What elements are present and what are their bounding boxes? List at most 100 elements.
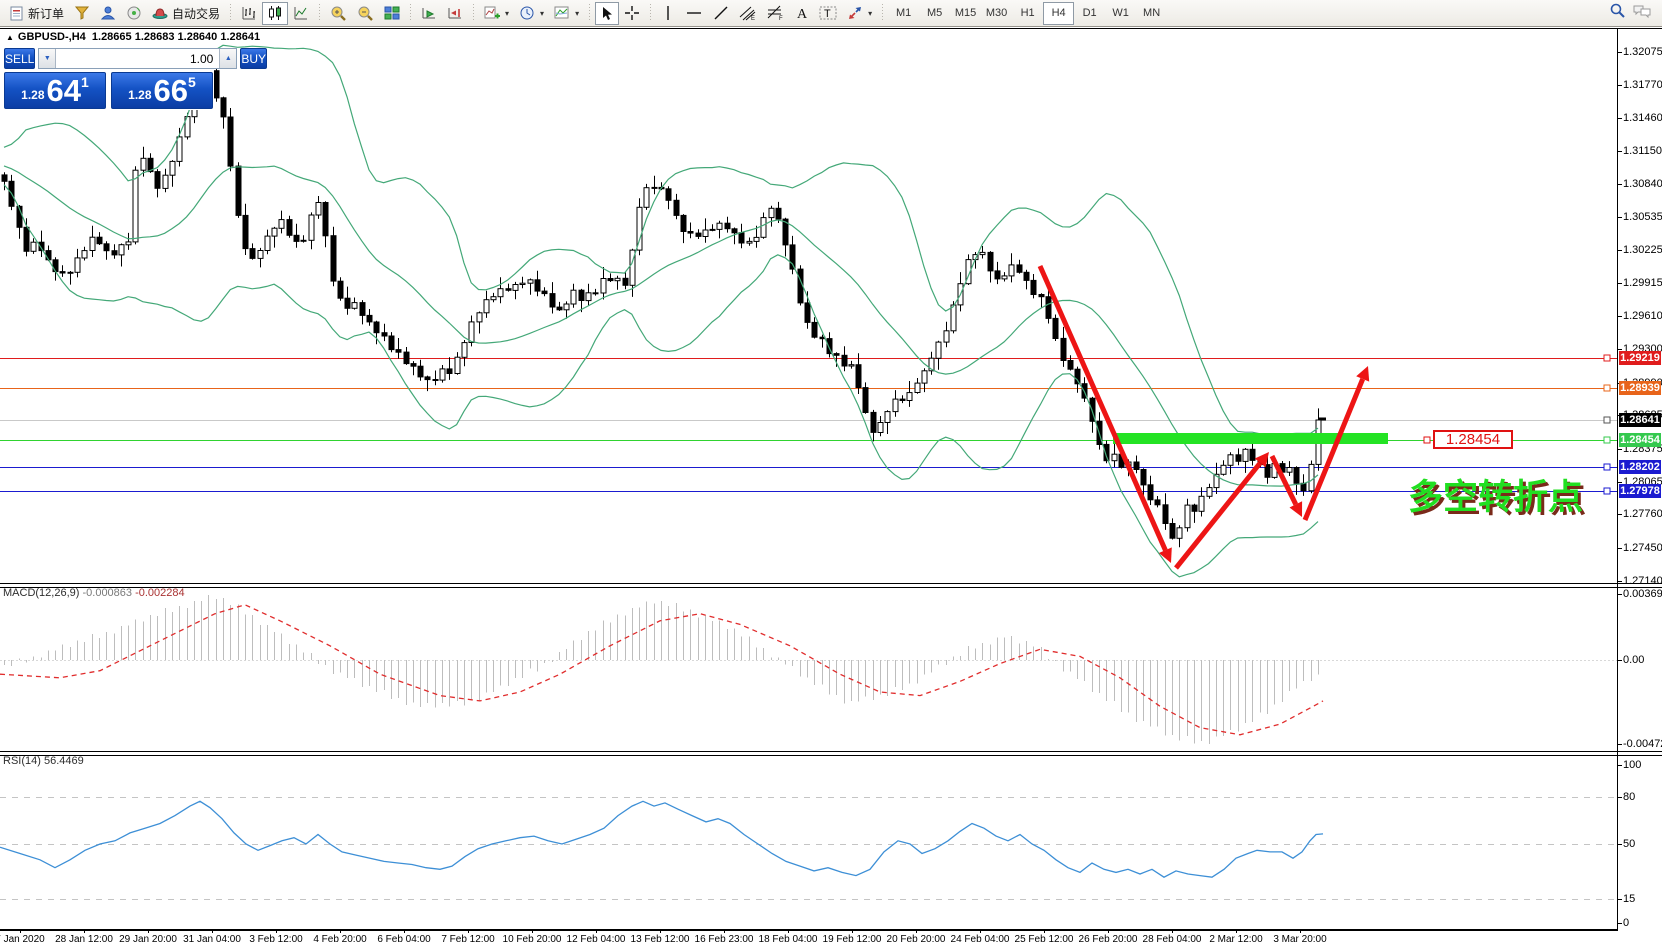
price-level-label: 1.28641 bbox=[1619, 413, 1661, 427]
axis-tick-mark bbox=[1618, 184, 1622, 185]
cursor-icon bbox=[600, 6, 614, 21]
sell-button[interactable]: SELL bbox=[4, 48, 36, 69]
time-label: 2 Mar 12:00 bbox=[1209, 934, 1263, 945]
horizontal-lines[interactable] bbox=[0, 358, 1617, 492]
horizontal-line-button[interactable] bbox=[680, 2, 708, 25]
vertical-line-button[interactable] bbox=[656, 2, 680, 25]
axis-tick-mark bbox=[1618, 548, 1622, 549]
sell-price-button[interactable]: 1.28 64 1 bbox=[4, 72, 106, 109]
rsi-line bbox=[0, 800, 1324, 878]
volume-decrease-button[interactable]: ▼ bbox=[39, 49, 57, 68]
timeframe-mn-button[interactable]: MN bbox=[1136, 2, 1167, 25]
support-price-label[interactable]: 1.28454 bbox=[1433, 430, 1513, 449]
time-axis[interactable]: 7 Jan 2020 28 Jan 12:00 29 Jan 20:00 31 Jan… bbox=[0, 929, 1662, 951]
macd-signal-value: -0.002284 bbox=[135, 587, 185, 599]
toolbar-separator bbox=[470, 4, 478, 22]
auto-scroll-button[interactable] bbox=[416, 2, 442, 25]
axis-tick-mark bbox=[1618, 151, 1622, 152]
indicators-button[interactable]: ▾ bbox=[479, 2, 514, 25]
buy-price-sup: 5 bbox=[188, 74, 196, 90]
arrows-button[interactable]: ▾ bbox=[842, 2, 877, 25]
bull-bear-turning-point-annotation[interactable]: 多空转折点 bbox=[1408, 478, 1584, 517]
time-label: 12 Feb 04:00 bbox=[566, 934, 626, 945]
timeframe-d1-button[interactable]: D1 bbox=[1074, 2, 1105, 25]
auto-trading-label: 自动交易 bbox=[172, 6, 221, 21]
fibonacci-button[interactable]: F bbox=[762, 2, 790, 25]
rsi-label: RSI(14) 56.4469 bbox=[3, 755, 84, 767]
time-tick-mark bbox=[1172, 929, 1173, 933]
rsi-tick: 100 bbox=[1623, 759, 1642, 771]
expert-hat-icon bbox=[152, 5, 168, 21]
price-level-label: 1.28454 bbox=[1619, 433, 1661, 447]
text-label-button[interactable]: T bbox=[814, 2, 842, 25]
tile-windows-button[interactable] bbox=[379, 2, 405, 25]
line-chart-button[interactable] bbox=[288, 2, 314, 25]
rsi-tick: 80 bbox=[1623, 791, 1636, 803]
macd-tick: 0.00 bbox=[1623, 654, 1645, 666]
market-watch-button[interactable] bbox=[69, 2, 95, 25]
crosshair-button[interactable] bbox=[619, 2, 645, 25]
candle-chart-button[interactable] bbox=[262, 1, 289, 25]
time-tick-mark bbox=[724, 929, 725, 933]
timeframe-h1-button[interactable]: H1 bbox=[1012, 2, 1043, 25]
macd-panel-splitter[interactable] bbox=[0, 583, 1662, 588]
timeframe-m30-button[interactable]: M30 bbox=[981, 2, 1012, 25]
time-label: 26 Feb 20:00 bbox=[1078, 934, 1138, 945]
chart-canvas[interactable] bbox=[0, 0, 1617, 951]
volume-increase-button[interactable]: ▲ bbox=[219, 49, 237, 68]
time-label: 31 Jan 04:00 bbox=[183, 934, 241, 945]
sell-price-sup: 1 bbox=[81, 74, 89, 90]
toolbar-separator bbox=[586, 4, 594, 22]
indicators-icon bbox=[484, 5, 501, 21]
macd-tick: -0.004721 bbox=[1623, 738, 1662, 750]
time-tick-mark bbox=[980, 929, 981, 933]
one-click-collapse-icon[interactable]: ▲ bbox=[6, 33, 14, 42]
chat-icon[interactable] bbox=[1632, 3, 1652, 24]
price-axis[interactable]: 1.32075 1.31770 1.31460 1.31150 1.30840 1.305… bbox=[1618, 28, 1662, 931]
buy-button[interactable]: BUY bbox=[240, 48, 268, 69]
buy-price-big: 66 bbox=[153, 73, 189, 108]
time-label: 29 Jan 20:00 bbox=[119, 934, 177, 945]
symbol-period-label: GBPUSD-,H4 bbox=[17, 31, 86, 43]
timeframe-group: M1 M5 M15 M30 H1 H4 D1 W1 MN bbox=[888, 1, 1167, 25]
axis-tick-mark bbox=[1618, 744, 1622, 745]
time-label: 19 Feb 12:00 bbox=[822, 934, 882, 945]
channel-button[interactable]: E bbox=[734, 2, 762, 25]
trend-arrows[interactable] bbox=[1037, 264, 1370, 570]
horizontal-line-icon bbox=[685, 5, 703, 21]
timeframe-m15-button[interactable]: M15 bbox=[950, 2, 981, 25]
buy-price-button[interactable]: 1.28 66 5 bbox=[111, 72, 213, 109]
navigator-button[interactable] bbox=[95, 2, 121, 25]
templates-button[interactable]: ▾ bbox=[549, 2, 584, 25]
time-label: 7 Feb 12:00 bbox=[441, 934, 495, 945]
channel-icon: E bbox=[739, 5, 757, 21]
search-icon[interactable] bbox=[1609, 2, 1626, 24]
crosshair-icon bbox=[624, 5, 640, 21]
timeframe-m1-button[interactable]: M1 bbox=[888, 2, 919, 25]
zoom-out-button[interactable] bbox=[352, 2, 379, 25]
svg-text:F: F bbox=[779, 16, 783, 21]
strategy-radar-button[interactable] bbox=[121, 2, 147, 25]
rsi-panel-splitter[interactable] bbox=[0, 751, 1662, 756]
time-tick-mark bbox=[1044, 929, 1045, 933]
one-click-trading-panel: SELL ▼ ▲ BUY 1.28641 1.28665 bbox=[3, 47, 268, 110]
timeframe-m5-button[interactable]: M5 bbox=[919, 2, 950, 25]
text-button[interactable]: A bbox=[790, 2, 814, 25]
periods-button[interactable]: ▾ bbox=[514, 2, 549, 25]
timeframe-h4-button[interactable]: H4 bbox=[1043, 1, 1075, 25]
chart-shift-button[interactable] bbox=[442, 2, 468, 25]
auto-trading-button[interactable]: 自动交易 bbox=[147, 2, 225, 25]
svg-text:T: T bbox=[824, 8, 831, 20]
dropdown-caret: ▾ bbox=[868, 8, 873, 18]
zoom-in-button[interactable] bbox=[325, 2, 352, 25]
new-order-button[interactable]: 新订单 bbox=[4, 2, 69, 25]
trendline-button[interactable] bbox=[708, 2, 734, 25]
timeframe-w1-button[interactable]: W1 bbox=[1105, 2, 1136, 25]
bar-chart-button[interactable] bbox=[236, 2, 262, 25]
cursor-button[interactable] bbox=[595, 1, 620, 25]
volume-input[interactable] bbox=[56, 49, 220, 68]
toolbar-separator bbox=[647, 4, 655, 22]
support-zone[interactable] bbox=[1113, 433, 1388, 444]
navigator-icon bbox=[100, 5, 116, 21]
